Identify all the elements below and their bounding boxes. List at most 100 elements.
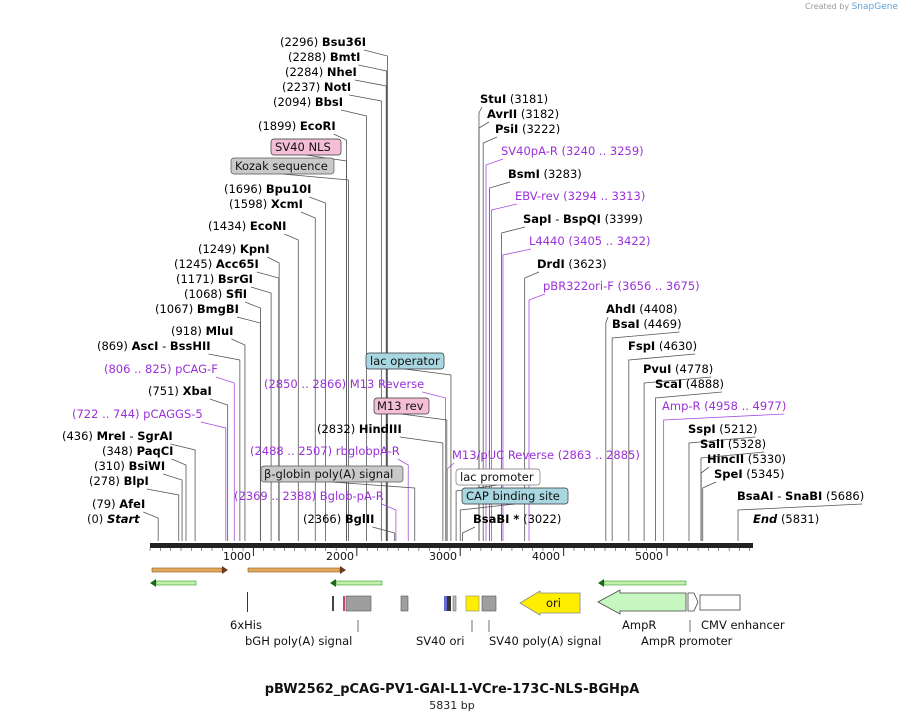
enzyme-ahdi[interactable]: AhdI (4408) [606,302,678,316]
enzyme-blpi[interactable]: (278) BlpI [89,474,149,488]
feature-ampr-promoter[interactable] [687,592,699,612]
primer-m13-puc-reverse[interactable]: M13/pUC Reverse (2863 .. 2885) [452,448,640,462]
enzyme-acc65i[interactable]: (1245) Acc65I [174,257,259,271]
enzyme-bsabi[interactable]: BsaBI * (3022) [473,512,561,526]
enzyme-bglii[interactable]: (2366) BglII [303,512,374,526]
kozak-sequence-box[interactable] [230,157,335,175]
enzyme-paqci[interactable]: (348) PaqCI [102,444,173,458]
feature-sv40-nls[interactable] [343,596,345,611]
enzyme-bsaai[interactable]: BsaAI - SnaBI (5686) [737,489,864,503]
feature-cmv-enhancer[interactable] [699,594,741,611]
connector-line [524,271,540,541]
primer-pcag-f[interactable]: (806 .. 825) pCAG-F [104,362,218,376]
lac-operator-box[interactable] [365,352,445,370]
enzyme-mlui[interactable]: (918) MluI [171,324,233,338]
connector-line [655,391,723,541]
beta-globin-polya-label: β-globin poly(A) signal [264,467,393,481]
enzyme-bsu36i[interactable]: (2296) Bsu36I [280,35,366,49]
primer-pcaggs-5[interactable]: (722 .. 744) pCAGGS-5 [72,407,203,421]
enzyme-start[interactable]: (0) Start [87,512,140,526]
orf-arrow-4[interactable] [330,579,383,587]
connector-line [502,248,532,541]
enzyme-sapi[interactable]: SapI - BspQI (3399) [523,212,643,226]
enzyme-hindiii[interactable]: (2832) HindIII [317,422,402,436]
beta-globin-polya-box[interactable] [260,465,404,483]
feature-bgh-polya[interactable] [345,595,372,612]
enzyme-psii[interactable]: PsiI (3222) [495,122,560,136]
connector-line [700,466,710,541]
cap-binding-site-label: CAP binding site [466,489,560,503]
enzyme-bsrgi[interactable]: (1171) BsrGI [176,272,253,286]
enzyme-scai[interactable]: ScaI (4888) [655,377,724,391]
sv40-nls-box[interactable] [270,138,342,156]
enzyme-xbai[interactable]: (751) XbaI [148,384,212,398]
connector-line [171,458,187,541]
primer-bglob-pa-r[interactable]: (2369 .. 2388) Bglob-pA-R [234,489,384,503]
enzyme-noti[interactable]: (2237) NotI [282,80,351,94]
enzyme-bsmi[interactable]: BsmI (3283) [508,167,582,181]
orf-arrow-5[interactable] [598,579,687,587]
connector-line [482,136,498,541]
connector-line [358,64,388,541]
connector-line [643,376,712,541]
feature-sv40-polya[interactable] [481,595,497,612]
enzyme-afei[interactable]: (79) AfeI [92,497,145,511]
enzyme-spei[interactable]: SpeI (5345) [714,467,785,481]
connector-line [340,109,367,541]
enzyme-bmti[interactable]: (2288) BmtI [288,50,360,64]
enzyme-bmgbi[interactable]: (1067) BmgBI [155,302,239,316]
feature-ori[interactable] [519,590,581,616]
enzyme-ecori[interactable]: (1899) EcoRI [258,119,336,133]
enzyme-xcmi[interactable]: (1598) XcmI [229,197,303,211]
primer-sv40pa-r[interactable]: SV40pA-R (3240 .. 3259) [501,144,644,158]
enzyme-avrii[interactable]: AvrII (3182) [487,107,559,121]
primer-l4440[interactable]: L4440 (3405 .. 3422) [529,234,650,248]
connector-line [363,49,388,541]
enzyme-sfii[interactable]: (1068) SfiI [184,287,247,301]
enzyme-nhei[interactable]: (2284) NheI [285,65,357,79]
lac-promoter-box[interactable] [455,468,541,486]
feature-marker-a[interactable] [332,596,334,611]
feature-lac-operator[interactable] [444,596,447,611]
connector-line [422,391,446,541]
connector-line [349,94,382,541]
enzyme-bbsi[interactable]: (2094) BbsI [273,95,343,109]
cap-binding-site-box[interactable] [461,487,569,505]
primer-pbr322ori-f[interactable]: pBR322ori-F (3656 .. 3675) [543,279,700,293]
primer-m13-reverse[interactable]: (2850 .. 2866) M13 Reverse [264,377,424,391]
enzyme-drdi[interactable]: DrdI (3623) [537,257,607,271]
connector-line [489,181,511,541]
enzyme-kpni[interactable]: (1249) KpnI [198,242,270,256]
enzyme-stui[interactable]: StuI (3181) [480,92,548,106]
connector-line [485,158,504,541]
enzyme-srei[interactable]: (436) MreI - SgrAI [62,429,173,443]
m13-rev-box[interactable] [373,397,430,415]
enzyme-pvui[interactable]: PvuI (4778) [643,362,713,376]
orf-arrow-3[interactable] [150,579,197,587]
enzyme-sspi[interactable]: SspI (5212) [688,422,758,436]
tick-label-4000: 4000 [532,550,560,563]
enzyme-end[interactable]: End (5831) [753,512,819,526]
feature-connector [331,481,416,541]
enzyme-bsiwi[interactable]: (310) BsiWI [94,459,165,473]
tick-label-3000: 3000 [429,550,457,563]
enzyme-hincii[interactable]: HincII (5330) [707,452,786,466]
orf-arrow-1[interactable] [151,566,228,574]
primer-amp-r[interactable]: Amp-R (4958 .. 4977) [662,399,786,413]
feature-sv40-promoter[interactable] [465,595,480,612]
enzyme-fspi[interactable]: FspI (4630) [628,339,697,353]
feature-sv40-ori[interactable] [452,595,457,612]
feature-beta-globin-polya[interactable] [400,595,409,612]
primer-rbglobpa-r[interactable]: (2488 .. 2507) rbglobpA-R [250,444,400,458]
feature-cap-site[interactable] [447,596,451,611]
feature-ampr[interactable] [597,589,687,615]
enzyme-bpu10i[interactable]: (1696) Bpu10I [224,182,311,196]
scale-ticks [149,548,751,556]
enzyme-bsai[interactable]: BsaI (4469) [612,317,682,331]
feature-6xhis[interactable] [247,592,248,612]
orf-arrow-2[interactable] [247,566,346,574]
primer-ebv-rev[interactable]: EBV-rev (3294 .. 3313) [515,189,645,203]
enzyme-sali[interactable]: SalI (5328) [700,437,766,451]
enzyme-econi[interactable]: (1434) EcoNI [208,219,286,233]
enzyme-asci[interactable]: (869) AscI - BssHII [97,339,211,353]
